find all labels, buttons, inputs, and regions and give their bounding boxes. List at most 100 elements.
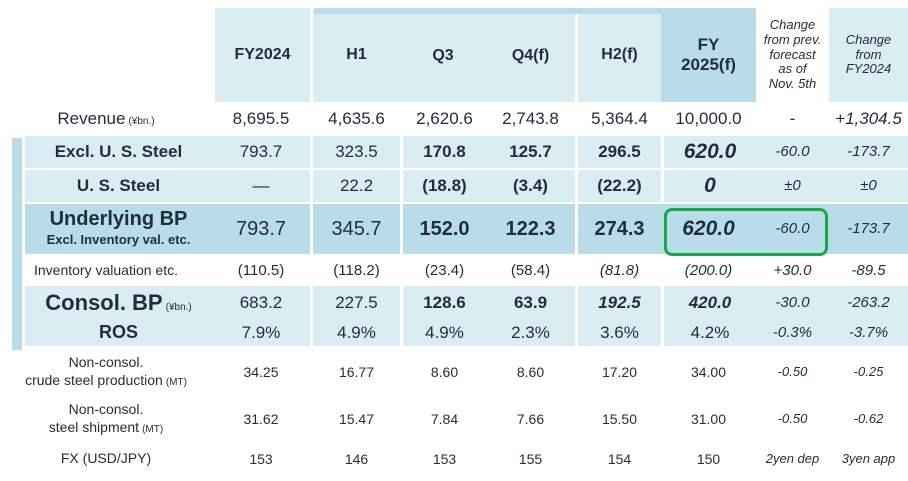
us-steel-value-change-prev: ±0 xyxy=(756,170,829,204)
row-label: ROS xyxy=(98,322,138,343)
inventory-valuation-value-change-fy2024: -89.5 xyxy=(851,262,886,280)
row-label-line: Underlying BP xyxy=(50,208,188,231)
fx-value-fy2025: 150 xyxy=(696,450,721,467)
header-q4: Q4(f) xyxy=(486,8,575,102)
header-h2: H2(f) xyxy=(575,8,661,102)
crude-steel-production-value-fy2025: 34.00 xyxy=(690,363,727,380)
row-label: Revenue xyxy=(57,108,126,128)
ros-value-h1: 4.9% xyxy=(310,320,400,346)
us-steel-value-q3: (18.8) xyxy=(400,170,486,204)
row-label-line: Consol. BP (¥bn.) xyxy=(45,290,191,315)
row-sublabel: steel shipment xyxy=(48,419,140,435)
row-sublabel: Excl. Inventory val. etc. xyxy=(46,232,191,248)
row-label-crude-steel-production: Non-consol. crude steel production (MT) xyxy=(0,346,212,398)
crude-steel-production-value-fy2024: 34.25 xyxy=(243,363,279,380)
inventory-valuation-value-h1: (118.2) xyxy=(310,256,400,286)
steel-shipment-value-q4: 7.66 xyxy=(516,410,545,427)
row-label: Underlying BP xyxy=(49,208,188,231)
steel-shipment-value-change-prev: -0.50 xyxy=(777,410,808,426)
header-h1: H1 xyxy=(310,8,400,102)
row-label: Excl. U. S. Steel xyxy=(54,141,183,161)
row-label-underlying-bp: Underlying BP Excl. Inventory val. etc. xyxy=(25,204,212,256)
steel-shipment-value-h1: 15.47 xyxy=(310,398,400,440)
inventory-valuation-value-change-prev: +30.0 xyxy=(773,262,812,280)
crude-steel-production-value-q4: 8.60 xyxy=(516,363,545,380)
inventory-valuation-value-fy2025: (200.0) xyxy=(684,262,733,280)
unit-label: (MT) xyxy=(165,377,187,388)
steel-shipment-value-fy2024: 31.62 xyxy=(243,410,279,427)
row-label-ros: ROS xyxy=(25,320,212,346)
fx-value-h2: 154 xyxy=(575,440,661,478)
row-label: Inventory valuation etc. xyxy=(34,261,178,278)
underlying-bp-value-h1: 345.7 xyxy=(310,204,400,256)
row-label: Non-consol. xyxy=(68,400,144,417)
excl-us-steel-value-h2: 296.5 xyxy=(575,136,661,170)
excl-us-steel-value-change-fy2024: -173.7 xyxy=(829,136,908,170)
steel-shipment-value-fy2025: 31.00 xyxy=(690,410,727,427)
fx-value-h1: 146 xyxy=(310,440,400,478)
excl-us-steel-value-q4: 125.7 xyxy=(486,136,575,170)
revenue-value-h2: 5,364.4 xyxy=(575,102,661,136)
row-label-fx: FX (USD/JPY) xyxy=(0,440,212,478)
row-label-consol-bp: Consol. BP (¥bn.) xyxy=(25,286,212,320)
fx-value-change-fy2024: 3yen app xyxy=(841,450,896,466)
row-label-line: Non-consol. xyxy=(69,354,144,372)
underlying-bp-value-change-fy2024: -173.7 xyxy=(829,204,908,256)
row-label-line: ROS xyxy=(99,322,138,343)
header-fy2024: FY2024 xyxy=(212,8,310,102)
consol-bp-value-h1: 227.5 xyxy=(310,286,400,320)
underlying-bp-value-change-prev: -60.0 xyxy=(756,204,829,256)
consol-bp-value-h2: 192.5 xyxy=(575,286,661,320)
header-change-fy2024: Change from FY2024 xyxy=(829,8,908,102)
crude-steel-production-value-change-prev: -0.50 xyxy=(777,363,808,379)
underlying-bp-value-fy2025: 620.0 xyxy=(661,204,756,256)
unit-label: (MT) xyxy=(142,424,164,435)
row-label-line: U. S. Steel xyxy=(77,176,160,196)
header-change-prev: Change from prev. forecast as of Nov. 5t… xyxy=(763,16,822,92)
us-steel-value-fy2025: 0 xyxy=(661,170,756,204)
ros-value-fy2025: 4.2% xyxy=(661,320,756,346)
consol-bp-value-fy2024: 683.2 xyxy=(212,286,310,320)
fx-value-change-prev: 2yen dep xyxy=(765,450,820,466)
row-label-line: Inventory valuation etc. xyxy=(34,262,178,280)
row-label-steel-shipment: Non-consol. steel shipment (MT) xyxy=(0,398,212,440)
consol-bp-value-fy2025: 420.0 xyxy=(661,286,756,320)
consol-bp-value-change-fy2024: -263.2 xyxy=(829,286,908,320)
fx-value-fy2024: 153 xyxy=(249,450,273,467)
excl-us-steel-value-h1: 323.5 xyxy=(310,136,400,170)
revenue-value-change-fy2024: +1,304.5 xyxy=(835,109,902,129)
us-steel-value-fy2024: — xyxy=(212,170,310,204)
unit-label: (¥bn.) xyxy=(165,302,192,314)
us-steel-value-q4: (3.4) xyxy=(486,170,575,204)
inventory-valuation-value-q4: (58.4) xyxy=(510,262,551,280)
revenue-value-q3: 2,620.6 xyxy=(400,102,486,136)
ros-value-q3: 4.9% xyxy=(400,320,486,346)
row-sublabel: crude steel production xyxy=(25,372,163,388)
us-steel-value-change-fy2024: ±0 xyxy=(829,170,908,204)
steel-shipment-value-change-fy2024: -0.62 xyxy=(853,410,884,426)
fx-value-q4: 155 xyxy=(518,450,543,467)
row-label-line: Non-consol. xyxy=(69,401,144,419)
ros-value-change-fy2024: -3.7% xyxy=(829,320,908,346)
revenue-value-fy2025: 10,000.0 xyxy=(675,109,742,129)
fx-value-q3: 153 xyxy=(400,440,486,478)
inventory-valuation-value-h2: (81.8) xyxy=(575,256,661,286)
excl-us-steel-value-fy2024: 793.7 xyxy=(212,136,310,170)
underlying-bp-value-h2: 274.3 xyxy=(575,204,661,256)
header-fy2025: FY 2025(f) xyxy=(661,8,756,102)
ros-value-q4: 2.3% xyxy=(486,320,575,346)
consol-bp-value-change-prev: -30.0 xyxy=(756,286,829,320)
row-label-revenue: Revenue (¥bn.) xyxy=(0,102,212,136)
revenue-value-h1: 4,635.6 xyxy=(310,102,400,136)
us-steel-value-h1: 22.2 xyxy=(310,170,400,204)
underlying-bp-value-q4: 122.3 xyxy=(486,204,575,256)
us-steel-value-h2: (22.2) xyxy=(575,170,661,204)
consol-bp-value-q3: 128.6 xyxy=(400,286,486,320)
excl-us-steel-value-change-prev: -60.0 xyxy=(756,136,829,170)
steel-shipment-value-h2: 15.50 xyxy=(575,398,661,440)
row-sublabel-line: steel shipment (MT) xyxy=(49,419,163,437)
row-label-line: Excl. U. S. Steel xyxy=(55,142,183,162)
excl-us-steel-value-fy2025: 620.0 xyxy=(661,136,756,170)
row-label-inventory-valuation: Inventory valuation etc. xyxy=(0,256,212,286)
